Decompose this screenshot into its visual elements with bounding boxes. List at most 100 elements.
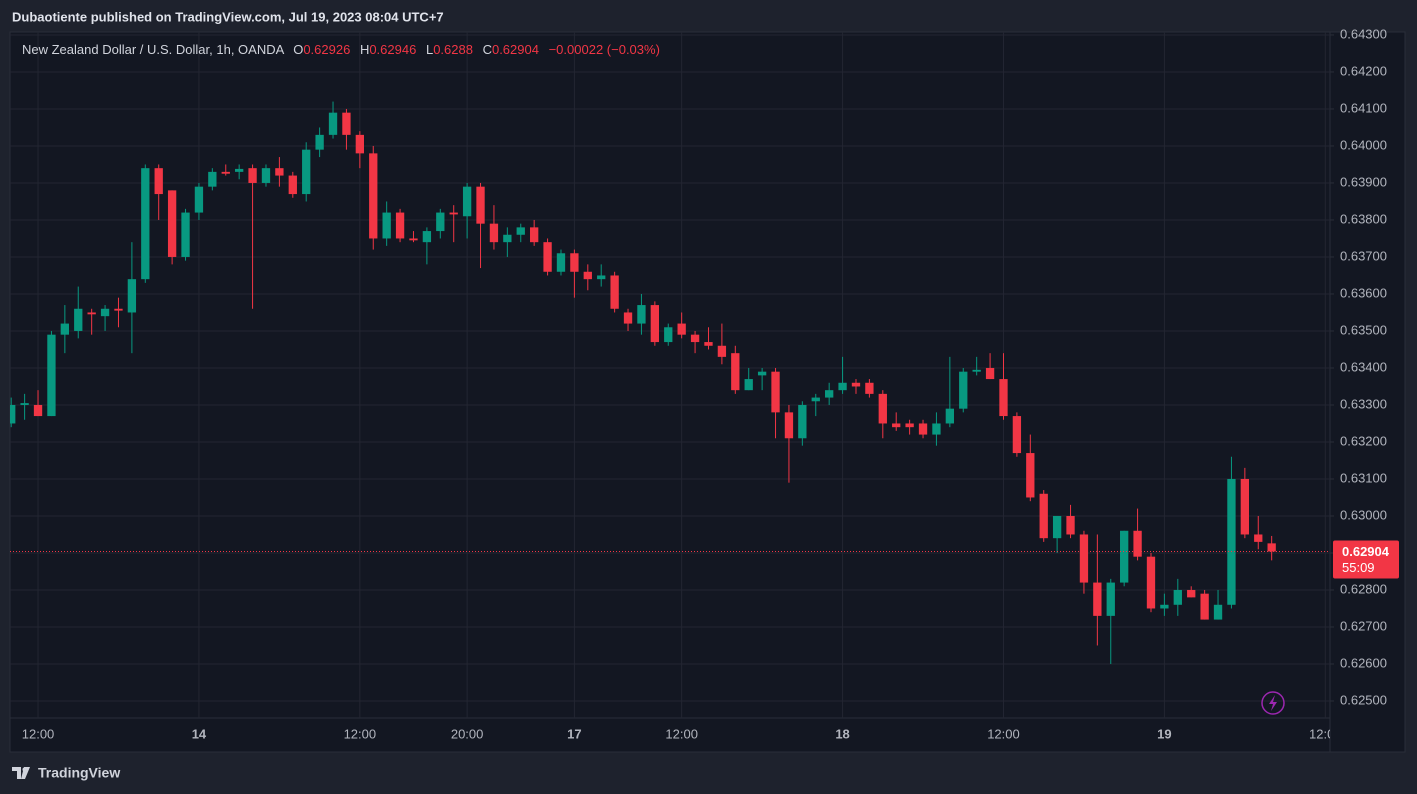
- last-price-label: 0.62904: [1342, 544, 1390, 559]
- candle-body: [114, 308, 123, 311]
- candle-body: [1240, 478, 1250, 535]
- candle-body: [1120, 530, 1129, 583]
- y-tick-label: 0.63000: [1340, 507, 1387, 522]
- candle-body: [945, 408, 955, 424]
- candle-body: [677, 323, 686, 335]
- candles: [10, 101, 1330, 664]
- candle-body: [194, 186, 204, 213]
- candle-body: [208, 171, 217, 187]
- high-value: 0.62946: [369, 42, 416, 57]
- candle-body: [382, 212, 391, 239]
- candle-body: [1160, 604, 1169, 609]
- y-tick-label: 0.63700: [1340, 248, 1387, 263]
- candle-body: [731, 353, 740, 391]
- x-tick-label: 19: [1157, 726, 1171, 741]
- candle-body: [757, 371, 767, 376]
- candle-body: [744, 379, 753, 391]
- y-tick-label: 0.62700: [1340, 618, 1387, 633]
- candle-body: [355, 134, 365, 154]
- candle-body: [181, 212, 190, 257]
- candle-body: [905, 423, 914, 428]
- open-letter: O: [293, 42, 303, 57]
- candle-body: [1227, 478, 1236, 605]
- candle-body: [369, 153, 378, 239]
- chart-pane: [9, 31, 1406, 753]
- brand-name[interactable]: TradingView: [38, 765, 120, 781]
- candle-body: [1187, 589, 1196, 598]
- candle-body: [395, 212, 405, 239]
- x-tick-label: 12:00: [1309, 726, 1342, 741]
- candle-body: [865, 382, 874, 394]
- x-tick-label: 20:00: [451, 726, 484, 741]
- candle-body: [932, 423, 941, 435]
- candle-body: [47, 334, 56, 417]
- y-tick-label: 0.63400: [1340, 359, 1387, 374]
- last-price-box: [1333, 540, 1399, 579]
- y-tick-label: 0.62600: [1340, 655, 1387, 670]
- candle-body: [623, 312, 633, 324]
- candle-body: [422, 231, 432, 243]
- candle-body: [1066, 515, 1075, 535]
- legend: New Zealand Dollar / U.S. Dollar, 1h, OA…: [22, 42, 660, 57]
- time-axis: 12:00 14 12:00 20:00 17 12:00 18 12:00 19 12:00: [22, 726, 1342, 741]
- candle-body: [1106, 582, 1115, 616]
- x-tick-label: 12:00: [344, 726, 377, 741]
- candle-body: [798, 404, 807, 439]
- candle-body: [141, 168, 150, 280]
- y-tick-label: 0.62500: [1340, 692, 1387, 707]
- candle-body: [503, 234, 512, 243]
- symbol: New Zealand Dollar / U.S. Dollar, 1h, OA…: [22, 42, 285, 57]
- x-tick-label: 12:00: [987, 726, 1020, 741]
- candle-body: [315, 134, 324, 150]
- publish-header: Dubaotiente published on TradingView.com…: [12, 9, 444, 24]
- candle-body: [302, 149, 311, 195]
- y-tick-label: 0.63500: [1340, 322, 1387, 337]
- candle-body: [10, 404, 16, 424]
- candle-body: [717, 345, 727, 357]
- brand-logo[interactable]: [12, 767, 30, 779]
- open-value: 0.62926: [303, 42, 350, 57]
- candle-body: [851, 382, 861, 387]
- candle-body: [1173, 589, 1182, 605]
- y-tick-label: 0.64000: [1340, 137, 1387, 152]
- candle-body: [60, 323, 70, 335]
- candle-body: [516, 227, 525, 235]
- candle-body: [436, 212, 445, 232]
- countdown-label: 55:09: [1342, 560, 1375, 575]
- low-value: 0.6288: [433, 42, 473, 57]
- candle-body: [543, 242, 552, 272]
- candle-body: [1146, 556, 1156, 609]
- replay-icon[interactable]: [1261, 691, 1285, 715]
- candle-body: [784, 412, 794, 439]
- y-tick-label: 0.63300: [1340, 396, 1387, 411]
- candle-body: [972, 369, 981, 372]
- candle-body: [1026, 453, 1035, 498]
- candle-body: [597, 275, 606, 280]
- high-letter: H: [360, 42, 369, 57]
- candle-body: [449, 212, 458, 215]
- y-tick-label: 0.63800: [1340, 211, 1387, 226]
- candle-body: [999, 379, 1008, 417]
- y-tick-label: 0.64200: [1340, 63, 1387, 78]
- candle-body: [127, 279, 137, 313]
- candle-body: [1267, 543, 1276, 552]
- y-tick-label: 0.62800: [1340, 581, 1387, 596]
- x-tick-label: 18: [835, 726, 849, 741]
- candle-body: [530, 227, 539, 243]
- candle-body: [235, 168, 244, 172]
- change: −0.00022 (−0.03%): [549, 42, 660, 57]
- candle-body: [811, 397, 820, 402]
- candle-body: [87, 312, 96, 315]
- candle-body: [1079, 534, 1089, 583]
- y-tick-label: 0.63600: [1340, 285, 1387, 300]
- candle-body: [704, 342, 713, 346]
- y-tick-label: 0.63200: [1340, 433, 1387, 448]
- x-tick-label: 12:00: [22, 726, 55, 741]
- grid: [10, 32, 1330, 718]
- candle-body: [1200, 593, 1209, 620]
- x-tick-label: 14: [192, 726, 207, 741]
- candle-body: [637, 305, 646, 324]
- x-tick-label: 12:00: [665, 726, 698, 741]
- y-tick-label: 0.64100: [1340, 100, 1387, 115]
